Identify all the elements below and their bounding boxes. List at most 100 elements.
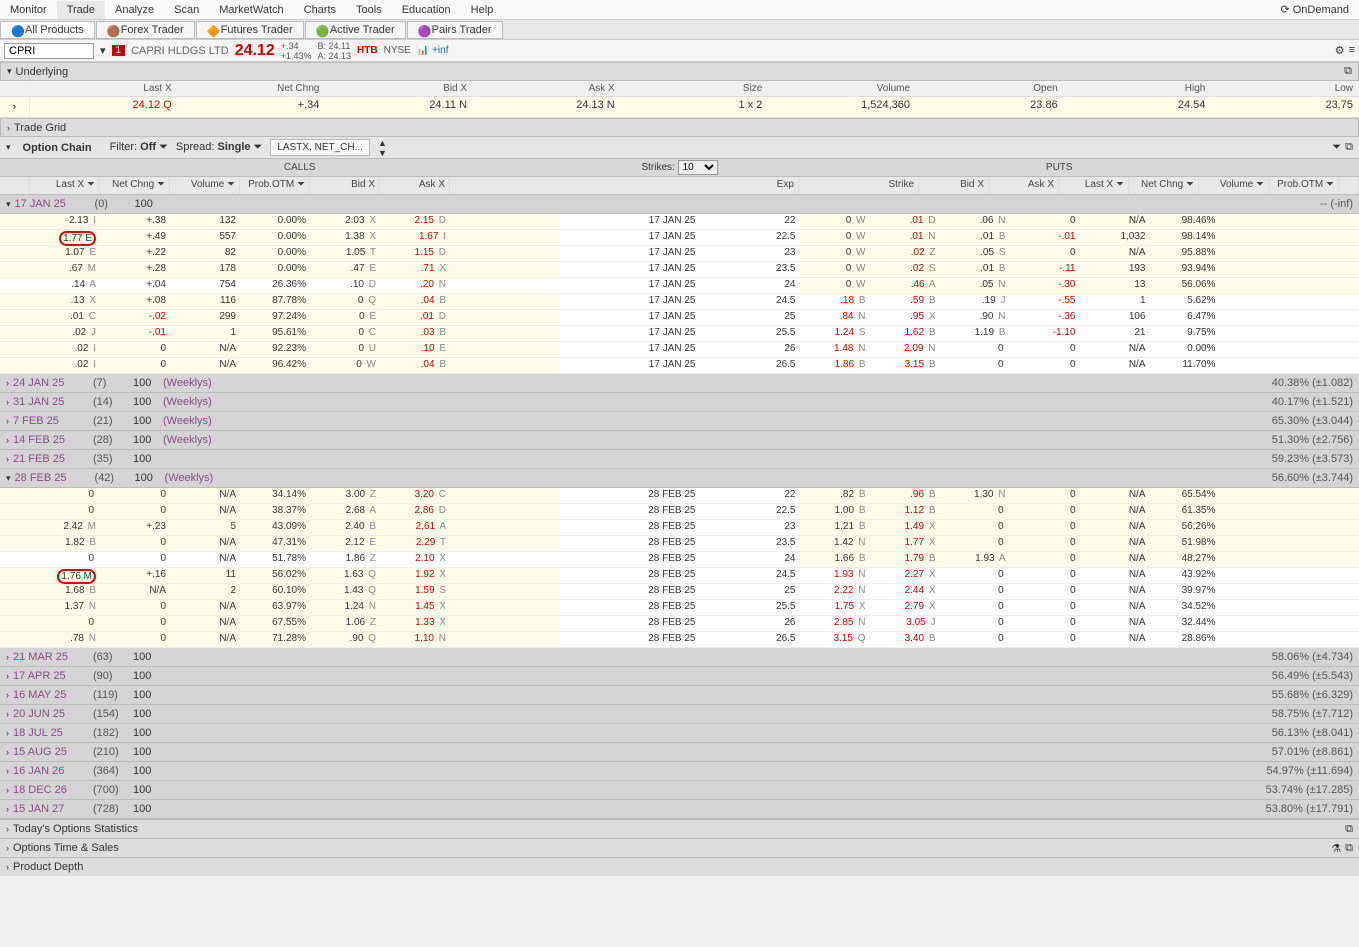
alert-badge: 1: [112, 45, 126, 56]
underlying-label: Underlying: [16, 66, 69, 78]
tab-pairs-trader[interactable]: 🟣Pairs Trader: [407, 21, 503, 39]
option-row[interactable]: 0 0N/A51.78%1.86 Z2.10 X28 FEB 25241.66 …: [0, 552, 1359, 568]
option-row[interactable]: .02 I0N/A92.23%0 U.10 E17 JAN 25261.48 N…: [0, 342, 1359, 358]
puts-label: PUTS: [760, 162, 1359, 173]
chain-header: CALLS Strikes: 10 PUTS: [0, 159, 1359, 177]
option-row[interactable]: 1.77 E+.495570.00%1.38 X1.67 I17 JAN 252…: [0, 230, 1359, 246]
option-row[interactable]: .78 N0N/A71.28%.90 Q1.10 N28 FEB 2526.53…: [0, 632, 1359, 648]
menu-education[interactable]: Education: [392, 1, 461, 19]
ul-value: +.34: [178, 97, 326, 117]
expiry-row[interactable]: ›16 MAY 25(119)10055.68% (±6.329): [0, 686, 1359, 705]
spread-label: Spread: Single ⏷: [176, 141, 262, 154]
option-row[interactable]: 0 0N/A38.37%2.68 A2.86 D28 FEB 2522.51.0…: [0, 504, 1359, 520]
expiry-row[interactable]: ›21 MAR 25(63)10058.06% (±4.734): [0, 648, 1359, 667]
expiry-row[interactable]: ›31 JAN 25(14)100(Weeklys)40.17% (±1.521…: [0, 393, 1359, 412]
tab-forex-trader[interactable]: 🟤Forex Trader: [96, 21, 195, 39]
expiry-row[interactable]: ›14 FEB 25(28)100(Weeklys)51.30% (±2.756…: [0, 431, 1359, 450]
calls-label: CALLS: [0, 162, 600, 173]
option-row[interactable]: .13 X+.0811687.78%0 Q.04 B17 JAN 2524.5.…: [0, 294, 1359, 310]
expiry-row[interactable]: ▾28 FEB 25(42)100(Weeklys)56.60% (±3.744…: [0, 469, 1359, 488]
popout-icon[interactable]: ⧉: [1345, 141, 1353, 154]
option-row[interactable]: 1.82 B0N/A47.31%2.12 E2.29 T28 FEB 2523.…: [0, 536, 1359, 552]
ul-value: 1 x 2: [621, 97, 769, 117]
popout-icon[interactable]: ⧉: [1345, 823, 1353, 836]
ondemand-button[interactable]: ⟳ OnDemand: [1270, 0, 1359, 19]
menu-marketwatch[interactable]: MarketWatch: [209, 1, 293, 19]
option-row[interactable]: .01 C-.0229997.24%0 E.01 D17 JAN 2525.84…: [0, 310, 1359, 326]
option-chain-body: ▾17 JAN 25(0)100-- (-inf)2.13 I+.381320.…: [0, 195, 1359, 819]
option-row[interactable]: 2.13 I+.381320.00%2.03 X2.15 D17 JAN 252…: [0, 214, 1359, 230]
option-row[interactable]: 1.07 E+.22820.00%1.05 T1.15 D17 JAN 2523…: [0, 246, 1359, 262]
ul-header: Low: [1211, 81, 1359, 96]
symbol-name: CAPRI HLDGS LTD: [131, 45, 229, 57]
expiry-row[interactable]: ›21 FEB 25(35)10059.23% (±3.573): [0, 450, 1359, 469]
menu-monitor[interactable]: Monitor: [0, 1, 57, 19]
symbol-input[interactable]: [4, 43, 94, 59]
ul-header: Volume: [768, 81, 916, 96]
ul-value: 24.54: [1064, 97, 1212, 117]
symbol-bar: ▾ 1 CAPRI HLDGS LTD 24.12 +.34+1.43% B: …: [0, 40, 1359, 62]
option-row[interactable]: 1.76 M+.161156.02%1.63 Q1.92 X28 FEB 252…: [0, 568, 1359, 584]
strikes-select[interactable]: 10: [678, 160, 718, 175]
last-price: 24.12: [235, 42, 275, 60]
ul-header: High: [1064, 81, 1212, 96]
expiry-row[interactable]: ›18 DEC 26(700)10053.74% (±17.285): [0, 781, 1359, 800]
tab-all-products[interactable]: 🔵All Products: [0, 21, 95, 39]
menu-charts[interactable]: Charts: [294, 1, 346, 19]
expiry-row[interactable]: ›20 JUN 25(154)10058.75% (±7.712): [0, 705, 1359, 724]
menubar: MonitorTradeAnalyzeScanMarketWatchCharts…: [0, 0, 1359, 20]
columns-selector[interactable]: LASTX, NET_CH...: [270, 139, 370, 156]
option-row[interactable]: 2.42 M+.23543.09%2.40 B2.61 A28 FEB 2523…: [0, 520, 1359, 536]
ul-value: 24.11 N: [325, 97, 473, 117]
chevron-double-down-icon[interactable]: ⏷: [1332, 141, 1341, 154]
inf-label: 📊 +inf: [417, 45, 449, 56]
underlying-header-row: Last XNet ChngBid XAsk XSizeVolumeOpenHi…: [0, 81, 1359, 97]
expiry-row[interactable]: ›16 JAN 26(364)10054.97% (±11.694): [0, 762, 1359, 781]
tradegrid-header[interactable]: › Trade Grid: [0, 118, 1359, 137]
option-row[interactable]: .02 I0N/A96.42%0 W.04 B17 JAN 2526.51.86…: [0, 358, 1359, 374]
spinner-icon[interactable]: ▲▼: [378, 138, 387, 158]
ul-value: 23.86: [916, 97, 1064, 117]
menu-trade[interactable]: Trade: [57, 1, 105, 19]
expiry-row[interactable]: ›15 AUG 25(210)10057.01% (±8.861): [0, 743, 1359, 762]
underlying-header[interactable]: ▾ Underlying ⧉: [0, 62, 1359, 81]
option-row[interactable]: .02 J-.01195.61%0 C.03 B17 JAN 2525.51.2…: [0, 326, 1359, 342]
option-row[interactable]: 1.68 BN/A260.10%1.43 Q1.59 S28 FEB 25252…: [0, 584, 1359, 600]
menu-tools[interactable]: Tools: [346, 1, 392, 19]
expand-icon[interactable]: ›: [0, 97, 30, 117]
ul-header: Size: [621, 81, 769, 96]
optionchain-label: Option Chain: [23, 142, 92, 154]
expiry-row[interactable]: ›15 JAN 27(728)10053.80% (±17.791): [0, 800, 1359, 819]
expiry-row[interactable]: ›18 JUL 25(182)10056.13% (±8.041): [0, 724, 1359, 743]
dropdown-icon[interactable]: ▾: [100, 44, 106, 57]
expiry-row[interactable]: ›17 APR 25(90)10056.49% (±5.543): [0, 667, 1359, 686]
ul-value: 24.13 N: [473, 97, 621, 117]
menu-analyze[interactable]: Analyze: [105, 1, 164, 19]
tab-active-trader[interactable]: 🟢Active Trader: [305, 21, 406, 39]
option-row[interactable]: 1.37 N0N/A63.97%1.24 N1.45 X28 FEB 2525.…: [0, 600, 1359, 616]
ul-header: Bid X: [325, 81, 473, 96]
popout-icon[interactable]: ⧉: [1345, 842, 1353, 855]
option-row[interactable]: 0 0N/A67.55%1.06 Z1.33 X28 FEB 25262.85 …: [0, 616, 1359, 632]
option-row[interactable]: 0 0N/A34.14%3.00 Z3.20 C28 FEB 2522.82 B…: [0, 488, 1359, 504]
expiry-row[interactable]: ›24 JAN 25(7)100(Weeklys)40.38% (±1.082): [0, 374, 1359, 393]
menu-help[interactable]: Help: [461, 1, 504, 19]
list-icon[interactable]: ≡: [1349, 44, 1355, 57]
popout-icon[interactable]: ⧉: [1344, 65, 1352, 78]
option-row[interactable]: .67 M+.281780.00%.47 E.71 X17 JAN 2523.5…: [0, 262, 1359, 278]
product-depth-header[interactable]: ›Product Depth: [0, 857, 1359, 876]
option-row[interactable]: .14 A+.0475426.36%.10 D.20 N17 JAN 25240…: [0, 278, 1359, 294]
option-chain-filter-bar: ▾ Option Chain Filter: Off ⏷ Spread: Sin…: [0, 137, 1359, 159]
menu-scan[interactable]: Scan: [164, 1, 209, 19]
ul-header: Net Chng: [178, 81, 326, 96]
tab-futures-trader[interactable]: 🔶Futures Trader: [196, 21, 304, 39]
todays-stats-header[interactable]: ›Today's Options Statistics ⧉: [0, 819, 1359, 838]
column-headers: Last X ⏷ Net Chng ⏷ Volume ⏷ Prob.OTM ⏷ …: [0, 177, 1359, 195]
expiry-row[interactable]: ▾17 JAN 25(0)100-- (-inf): [0, 195, 1359, 214]
filter-label: Filter: Off ⏷: [110, 141, 168, 154]
expiry-row[interactable]: ›7 FEB 25(21)100(Weeklys)65.30% (±3.044): [0, 412, 1359, 431]
time-sales-header[interactable]: ›Options Time & Sales ⚗⧉: [0, 838, 1359, 857]
filter-icon[interactable]: ⚗: [1331, 842, 1341, 855]
chevron-down-icon: ▾: [7, 66, 12, 77]
gear-icon[interactable]: ⚙: [1335, 44, 1345, 57]
